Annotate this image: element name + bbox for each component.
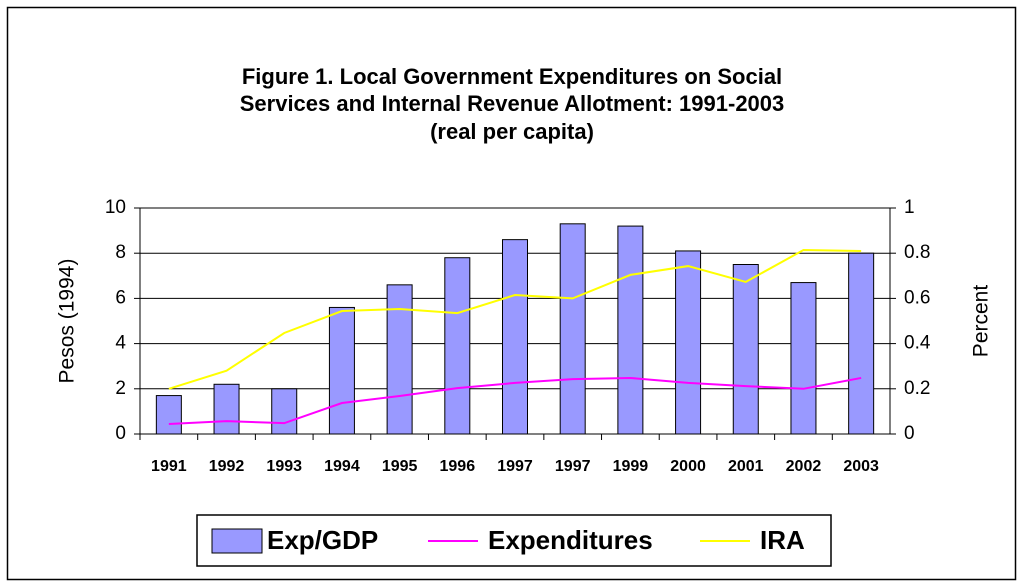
bar	[328, 306, 355, 435]
y2-tick-label: 0.6	[904, 287, 930, 308]
bar	[790, 282, 817, 435]
y2-tick-label: 1	[904, 197, 915, 218]
x-tick-label: 1992	[209, 458, 245, 475]
chart-title: (real per capita)	[430, 119, 594, 144]
y-tick-label: 8	[115, 242, 126, 263]
bar	[732, 264, 759, 435]
legend-label: Exp/GDP	[267, 525, 378, 555]
y-tick-label: 6	[115, 287, 126, 308]
x-tick-label: 2000	[670, 458, 706, 475]
y2-tick-label: 0.2	[904, 378, 930, 399]
y-tick-label: 0	[115, 423, 126, 444]
x-tick-label: 2001	[728, 458, 764, 475]
y2-axis-label: Percent	[970, 285, 993, 358]
x-tick-label: 1995	[382, 458, 418, 475]
legend-swatch	[211, 528, 263, 554]
y-tick-label: 2	[115, 378, 126, 399]
x-tick-label: 1991	[151, 458, 187, 475]
legend-label: Expenditures	[488, 525, 653, 555]
bar	[502, 239, 528, 435]
legend-label: IRA	[760, 525, 805, 555]
x-tick-label: 1994	[324, 458, 360, 475]
x-tick-label: 2003	[843, 458, 879, 475]
bar	[675, 250, 702, 435]
bar	[271, 388, 298, 435]
x-tick-label: 1996	[440, 458, 476, 475]
bar	[617, 225, 644, 435]
y-tick-label: 4	[115, 333, 126, 354]
x-tick-label: 1993	[266, 458, 302, 475]
x-tick-label: 2002	[786, 458, 822, 475]
y2-tick-label: 0.4	[904, 333, 931, 354]
bar	[155, 395, 182, 435]
chart-title: Figure 1. Local Government Expenditures …	[242, 64, 782, 89]
x-tick-label: 1997	[497, 458, 533, 475]
x-tick-label: 1997	[555, 458, 591, 475]
bar	[213, 383, 240, 435]
y-axis-label: Pesos (1994)	[56, 259, 79, 384]
y2-tick-label: 0.8	[904, 242, 930, 263]
y2-tick-label: 0	[904, 423, 915, 444]
y-tick-label: 10	[105, 197, 126, 218]
bar	[559, 223, 586, 435]
bar	[848, 252, 875, 435]
bar	[386, 284, 413, 435]
bar	[444, 257, 471, 435]
line-series	[168, 376, 862, 426]
line-series	[168, 249, 862, 390]
chart-title: Services and Internal Revenue Allotment:…	[240, 91, 785, 116]
x-tick-label: 1999	[613, 458, 649, 475]
